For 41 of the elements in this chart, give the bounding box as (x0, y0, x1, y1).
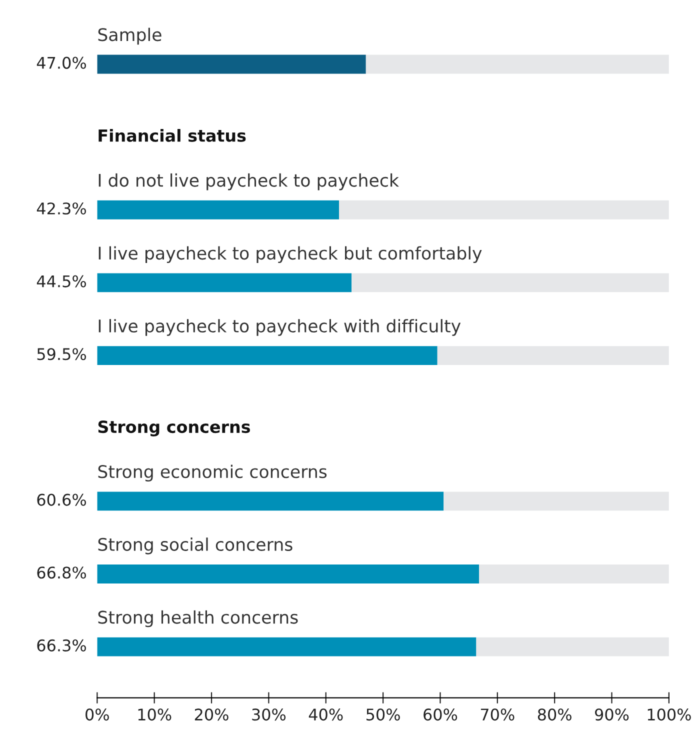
bar (97, 637, 476, 656)
bar (97, 346, 438, 366)
x-tick-label: 80% (538, 708, 572, 721)
x-tick-label: 50% (366, 708, 400, 721)
x-tick-label: 20% (194, 708, 228, 721)
data-label: 66.3% (37, 639, 86, 652)
bar (366, 54, 669, 74)
y-tick-label: I live paycheck to paycheck but comfortably (98, 246, 482, 264)
bar (339, 200, 669, 220)
y-tick-label: I live paycheck to paycheck with difficulty (98, 319, 461, 336)
y-tick-label: Sample (98, 28, 162, 45)
x-tick-label: 10% (138, 708, 172, 721)
data-label: 60.6% (37, 494, 86, 506)
x-tick-label: 100% (648, 708, 691, 721)
x-tick-label: 40% (308, 708, 343, 721)
y-tick-label: Financial status (98, 129, 246, 142)
bar (97, 273, 352, 292)
x-tick-label: 30% (252, 708, 286, 721)
x-tick-label: 60% (424, 708, 458, 721)
bar (437, 346, 669, 366)
x-tick-label: 90% (595, 708, 629, 721)
y-tick-label: Strong health concerns (98, 610, 298, 628)
bar (97, 564, 480, 584)
bar (476, 637, 669, 656)
data-label: 42.3% (36, 202, 86, 215)
bar (97, 54, 366, 74)
x-tick-label: 0% (86, 708, 109, 721)
x-tick-label: 70% (480, 708, 514, 721)
y-tick-label: Strong economic concerns (98, 464, 327, 482)
y-tick-label: Strong social concerns (98, 538, 292, 554)
bar (479, 564, 669, 584)
data-label: 47.0% (36, 56, 86, 69)
data-label: 44.5% (36, 275, 86, 288)
y-tick-label: I do not live paycheck to paycheck (98, 173, 399, 190)
data-label: 59.5% (37, 348, 86, 360)
bar (97, 492, 444, 511)
y-tick-label: Strong concerns (98, 420, 250, 436)
bar (97, 200, 340, 220)
data-label: 66.8% (37, 566, 86, 579)
bar (444, 492, 669, 511)
bar (352, 273, 669, 292)
